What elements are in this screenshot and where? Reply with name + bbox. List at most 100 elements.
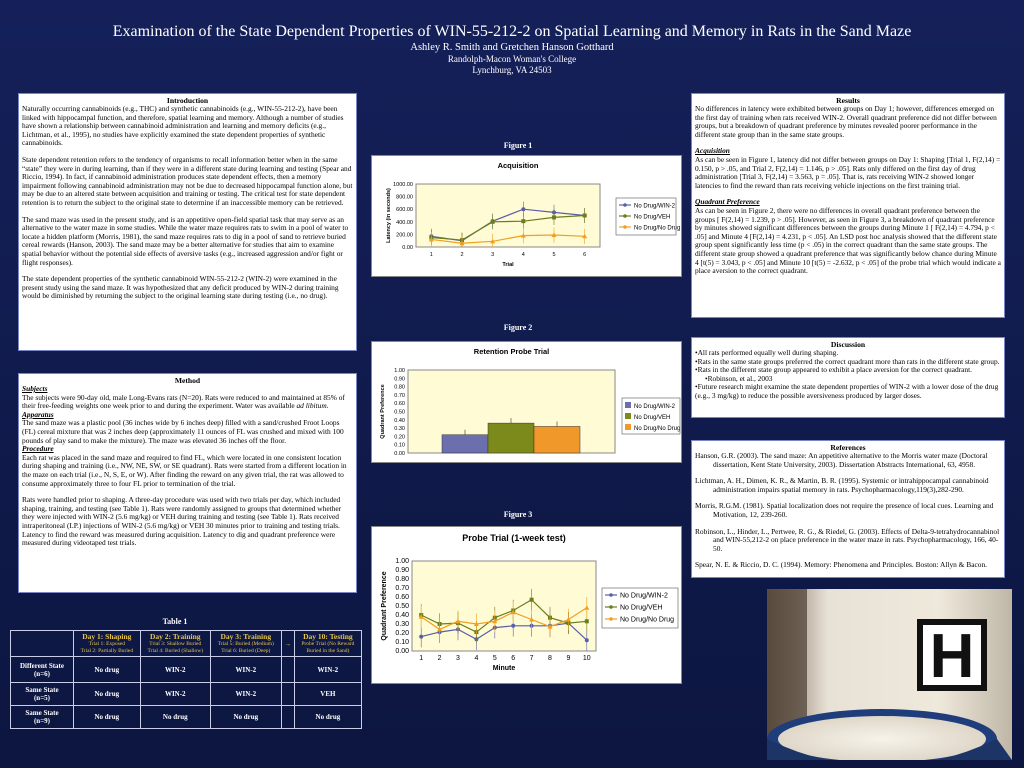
x-axis-label: Minute (493, 665, 516, 672)
data-point (510, 609, 516, 615)
bar (441, 434, 489, 454)
legend-label: No Drug/VEH (634, 215, 670, 221)
data-point (565, 617, 571, 622)
y-tick-label: 0.10 (395, 639, 409, 646)
series-line (431, 214, 585, 241)
chart-title: Probe Trial (1-week test) (462, 533, 566, 543)
x-axis-label: Trial (502, 262, 514, 268)
legend-box (601, 587, 679, 629)
y-tick-label: 0.90 (394, 376, 405, 382)
y-tick-label: 0.20 (394, 434, 405, 440)
procedure-heading: Procedure (22, 444, 54, 454)
data-point (584, 605, 590, 610)
method-panel: Method Subjects The subjects were 90-day… (18, 373, 357, 593)
chart-title: Acquisition (498, 161, 539, 170)
col-sub: Trial 1: Exposed (88, 641, 126, 647)
x-tick-label: 5 (493, 655, 497, 662)
legend-label: No Drug/VEH (634, 415, 670, 421)
data-point (511, 623, 516, 628)
y-tick-label: 800.00 (396, 195, 413, 201)
arrow-cell: → (280, 630, 295, 657)
group-n: (n=9) (33, 717, 51, 725)
series-line (421, 622, 588, 641)
legend-label: No Drug/No Drug (620, 617, 674, 624)
poster-location: Lynchburg, VA 24503 (472, 65, 552, 75)
retention-chart-svg: Retention Probe Trial 1.00 0.90 0.80 0.70 0.6… (380, 347, 681, 457)
chart-title: Retention Probe Trial (474, 347, 549, 356)
y-axis-label: Latency (in seconds) (386, 188, 392, 243)
bar (487, 422, 535, 454)
table-col-header: Day 3: Training Trial 5: Buried (Medium) T… (209, 630, 282, 657)
results-heading: Results (836, 96, 860, 105)
apparatus-text: The sand maze was a plastic pool (36 inc… (22, 418, 344, 445)
legend-swatch (625, 413, 631, 419)
table-cell: No drug (73, 705, 141, 729)
y-tick-label: 400.00 (396, 220, 413, 226)
acquisition-chart-svg: Acquisition 1000.00 800.00 600.00 400.00 200.… (386, 161, 680, 268)
y-tick-label: 0.70 (394, 393, 405, 399)
y-tick-label: 0.20 (395, 630, 409, 637)
reference-item: Lichtman, A. H., Dimen, K. R., & Martin,… (695, 476, 989, 494)
series-line (431, 234, 585, 244)
data-point (520, 233, 526, 238)
discussion-item: •Robinson, et al., 2003 (705, 373, 773, 383)
legend-swatch (625, 402, 631, 408)
subjects-text: The subjects were 90-day old, male Long-… (22, 392, 345, 411)
x-tick-label: 7 (530, 655, 534, 662)
table-cell (280, 656, 295, 683)
intro-paragraph: The sand maze was used in the present st… (22, 214, 349, 267)
data-point (418, 614, 424, 619)
col-sub: Trial 2: Partially Buried (80, 648, 134, 654)
acquisition-chart: Acquisition 1000.00 800.00 600.00 400.00 200.… (371, 155, 682, 277)
legend-box (615, 197, 677, 236)
x-tick-label: 6 (583, 252, 586, 258)
procedure-text: Each rat was placed in the sand maze and… (22, 452, 347, 488)
group-label: Same State (25, 709, 59, 717)
poster-authors: Ashley R. Smith and Gretchen Hanson Gott… (410, 42, 614, 53)
row-header: Same State (n=5) (10, 682, 74, 706)
y-tick-label: 0.00 (394, 451, 405, 457)
data-point (521, 207, 526, 212)
y-tick-label: 0.50 (394, 410, 405, 416)
table-cell: WIN-2 (293, 656, 363, 683)
col-sub: Buried in the Sand) (306, 648, 350, 654)
probe-chart-svg: Probe Trial (1-week test) 1.00 0.90 0.80 0.7… (381, 533, 679, 672)
x-tick-label: 2 (460, 252, 463, 258)
data-point (492, 618, 498, 624)
x-tick-label: 6 (511, 655, 515, 662)
intro-paragraph: Naturally occurring cannabinoids (e.g., … (22, 104, 344, 148)
data-point (551, 232, 557, 238)
col-sub: Probe Trial (No Reward (301, 641, 355, 647)
table-row: Different State (n=6) No drug WIN-2 WIN-2… (10, 656, 363, 683)
legend-marker (623, 203, 627, 207)
x-tick-label: 3 (456, 655, 460, 662)
apparatus-heading: Apparatus (22, 409, 54, 419)
legend-box (621, 397, 681, 435)
legend-label: No Drug/No Drug (634, 226, 680, 232)
subjects-heading: Subjects (22, 384, 48, 393)
group-n: (n=5) (33, 694, 51, 702)
data-point (582, 233, 588, 239)
reference-item: Spear, N. E. & Riccio, D. C. (1994). Mem… (695, 560, 988, 570)
y-tick-label: 0.80 (395, 576, 409, 583)
legend-label: No Drug/WIN-2 (634, 204, 676, 210)
poster-header: Examination of the State Dependent Prope… (0, 22, 1024, 76)
table-corner (10, 630, 74, 657)
references-heading: References (830, 443, 866, 452)
y-tick-label: 200.00 (396, 232, 413, 238)
method-heading: Method (174, 376, 201, 385)
y-axis-label: Quadrant Preference (380, 384, 386, 438)
x-tick-label: 10 (583, 655, 591, 662)
series-line (420, 598, 587, 633)
x-tick-label: 4 (474, 655, 478, 662)
probe-chart: Probe Trial (1-week test) 1.00 0.90 0.80 0.7… (371, 526, 682, 684)
table-cell: WIN-2 (209, 682, 282, 706)
legend-swatch (625, 424, 631, 430)
discussion-item: •Rats in the different state group appea… (695, 365, 973, 375)
intro-paragraph: The state dependent properties of the sy… (22, 274, 339, 301)
quadrant-heading: Quadrant Preference (695, 197, 760, 207)
legend-marker (609, 617, 613, 621)
y-tick-label: 0.40 (394, 418, 405, 424)
discussion-item: •All rats performed equally well during … (695, 348, 839, 357)
y-tick-label: 0.40 (395, 612, 409, 619)
